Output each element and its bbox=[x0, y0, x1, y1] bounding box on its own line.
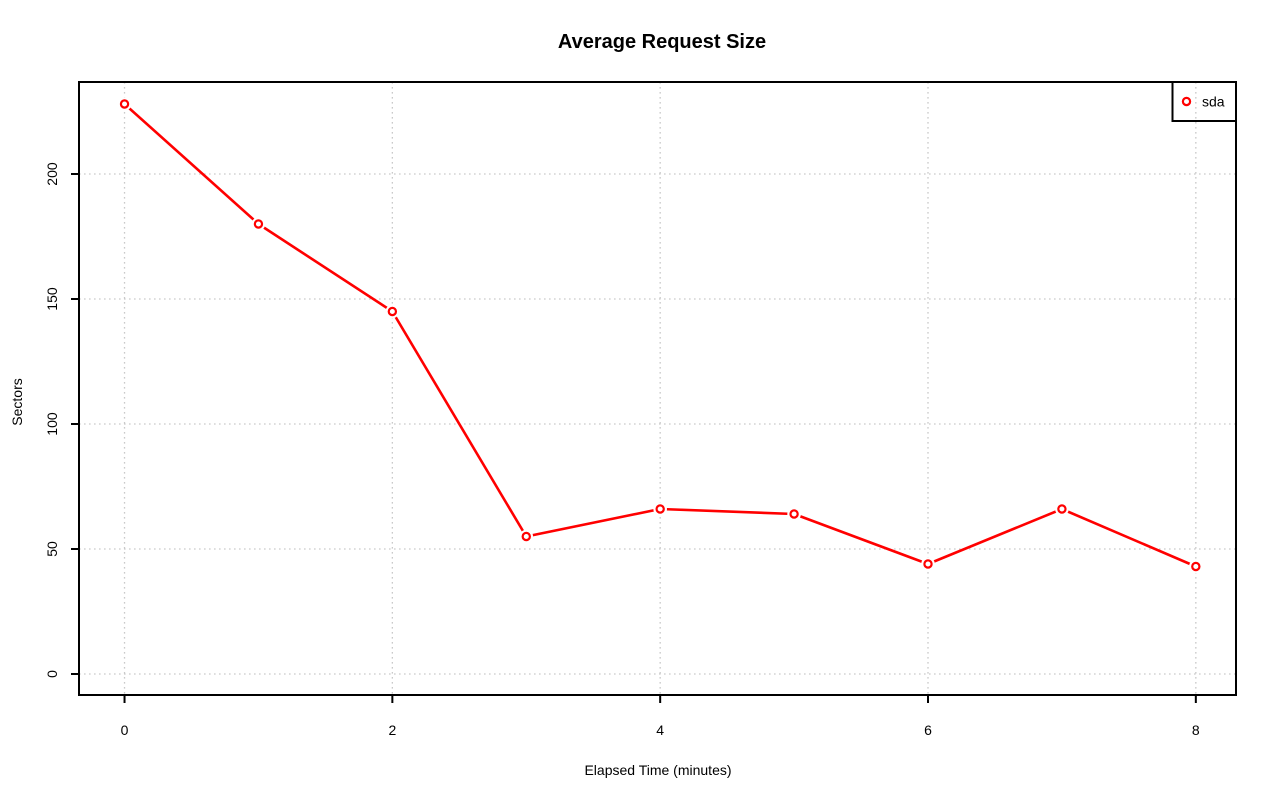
legend-marker-open-circle-icon bbox=[1181, 96, 1192, 107]
y-tick-label: 200 bbox=[44, 162, 60, 186]
legend: sda bbox=[1171, 81, 1237, 122]
y-tick-label: 50 bbox=[44, 541, 60, 557]
data-point-marker bbox=[119, 99, 130, 109]
axis-ticks: 0 2 4 6 8 0 50 100 150 200 bbox=[44, 162, 1200, 738]
data-point-marker bbox=[387, 306, 398, 317]
x-axis-label: Elapsed Time (minutes) bbox=[584, 762, 731, 778]
legend-entry-sda: sda bbox=[1202, 94, 1225, 110]
y-axis-label: Sectors bbox=[9, 378, 25, 425]
data-point-marker bbox=[923, 559, 933, 569]
plot-border bbox=[78, 81, 1237, 696]
x-tick-label: 2 bbox=[388, 722, 396, 738]
data-point-marker bbox=[253, 219, 264, 229]
data-point-marker bbox=[1191, 561, 1201, 572]
y-tick-label: 100 bbox=[44, 412, 60, 436]
legend-box bbox=[1171, 81, 1237, 122]
data-point-marker bbox=[521, 531, 531, 542]
data-point-marker bbox=[1057, 504, 1067, 514]
x-tick-label: 6 bbox=[924, 722, 932, 738]
y-tick-label: 150 bbox=[44, 287, 60, 311]
x-tick-label: 4 bbox=[656, 722, 664, 738]
series-sda bbox=[117, 97, 1203, 574]
y-tick-label: 0 bbox=[44, 670, 60, 678]
data-point-marker bbox=[655, 504, 665, 514]
x-tick-label: 8 bbox=[1192, 722, 1200, 738]
chart-title: Average Request Size bbox=[558, 31, 766, 53]
grid bbox=[79, 82, 1236, 695]
data-point-marker bbox=[789, 509, 799, 519]
x-tick-label: 0 bbox=[121, 722, 129, 738]
